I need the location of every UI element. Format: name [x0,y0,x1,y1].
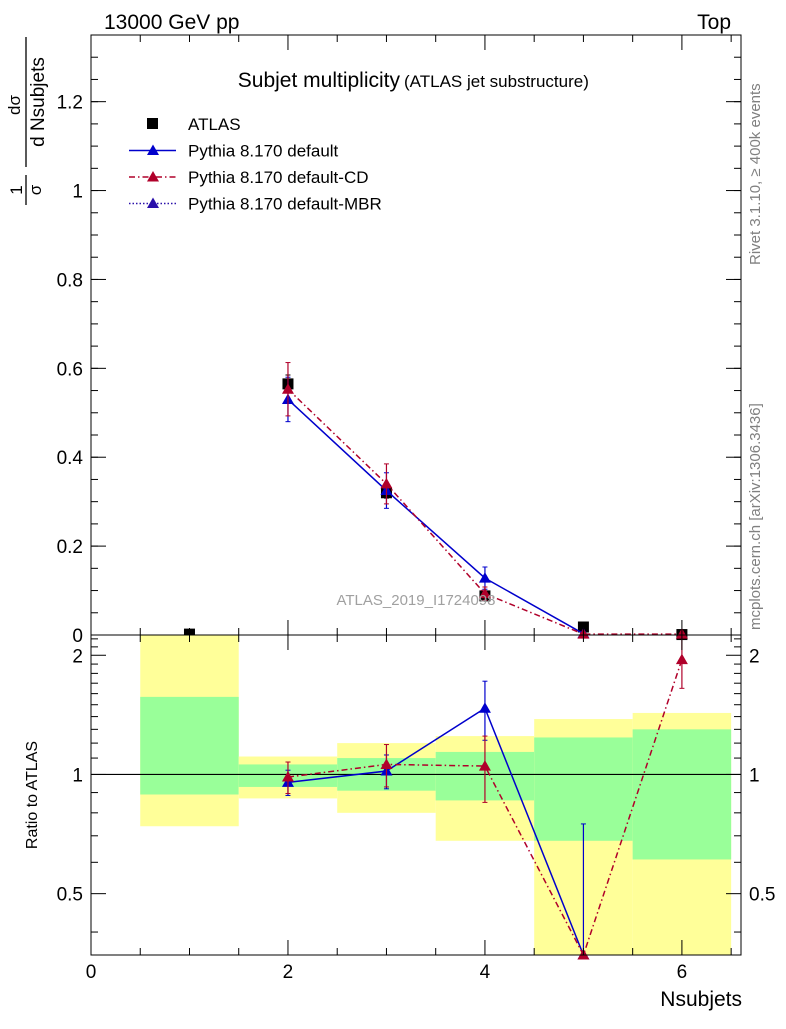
main-subtitle: (ATLAS jet substructure) [404,72,589,91]
ratio-ytick-label: 2 [72,646,83,667]
legend-marker [147,197,159,208]
ratio-point [478,702,491,713]
ratio-ytick-label: 0.5 [57,885,83,906]
ratio-ytick-label: 1 [72,765,83,786]
ratio-point [380,758,393,769]
main-ytick-label: 0.6 [57,359,83,380]
x-axis-label: Nsubjets [660,988,742,1011]
main-line [287,398,584,635]
ratio-ylabel: Ratio to ATLAS [24,741,41,849]
legend: ATLAS Pythia 8.170 default Pythia 8.170 de… [129,115,382,214]
main-point [281,383,294,394]
ratio-ytick-label-right: 2 [749,646,760,667]
header-left: 13000 GeV pp [104,11,239,34]
ylabel-one: 1 [7,185,26,194]
main-axes: 0 0.2 0.4 0.6 0.8 1 1.2 [57,34,741,647]
ratio-point [281,771,294,782]
ratio-ytick-label-right: 1 [749,765,760,786]
main-title: Subjet multiplicity [238,69,401,92]
main-data-layer [183,362,688,641]
ratio-point [478,760,491,771]
ylabel-d-sigma: dσ [5,95,24,115]
band-green [140,696,239,795]
main-point [478,572,491,583]
ratio-panel: 0.5 0.5 1 1 2 2 0 2 4 6 Ratio to ATLAS Nsubjets [24,634,775,1011]
ylabel-d-nsubjets: d Nsubjets [28,57,49,147]
mcplots-label: mcplots.cern.ch [arXiv:1306.3436] [747,403,764,630]
legend-label: Pythia 8.170 default [188,142,339,161]
x-tick-label: 2 [283,962,294,983]
legend-marker [147,171,159,182]
main-ytick-label: 0.8 [57,270,83,291]
legend-label: Pythia 8.170 default-MBR [188,195,382,214]
main-point [380,477,393,489]
ratio-frame [90,634,742,956]
ratio-bands [91,635,741,955]
main-ytick-label: 0 [72,626,83,647]
header-right: Top [697,11,731,34]
main-panel: 0 0.2 0.4 0.6 0.8 1 1.2 Subjet multiplicity (A… [5,34,742,647]
main-ytick-label: 1.2 [57,93,83,114]
main-ytick-label: 1 [72,182,83,203]
ratio-line [287,659,683,957]
main-point [577,621,589,633]
x-tick-label: 0 [86,962,97,983]
band-green [632,729,732,860]
main-point [478,587,491,599]
legend-marker [147,118,158,129]
rivet-label: Rivet 3.1.10, ≥ 400k events [747,83,764,265]
main-ytick-label: 0.2 [57,537,83,558]
ratio-line [287,707,585,956]
ratio-point [675,653,688,665]
main-ytick-label: 0.4 [57,448,84,469]
legend-label: ATLAS [188,115,241,134]
ratio-ytick-label-right: 0.5 [749,885,775,906]
legend-label: Pythia 8.170 default-CD [188,168,369,187]
main-ylabel: 1 σ dσ d Nsubjets [5,37,49,205]
ratio-axes: 0.5 0.5 1 1 2 2 0 2 4 6 [57,635,775,983]
watermark: ATLAS_2019_I1724098 [336,592,495,609]
x-tick-label: 4 [480,962,491,983]
x-tick-label: 6 [677,962,688,983]
ylabel-sigma: σ [26,184,45,195]
legend-marker [147,144,159,155]
